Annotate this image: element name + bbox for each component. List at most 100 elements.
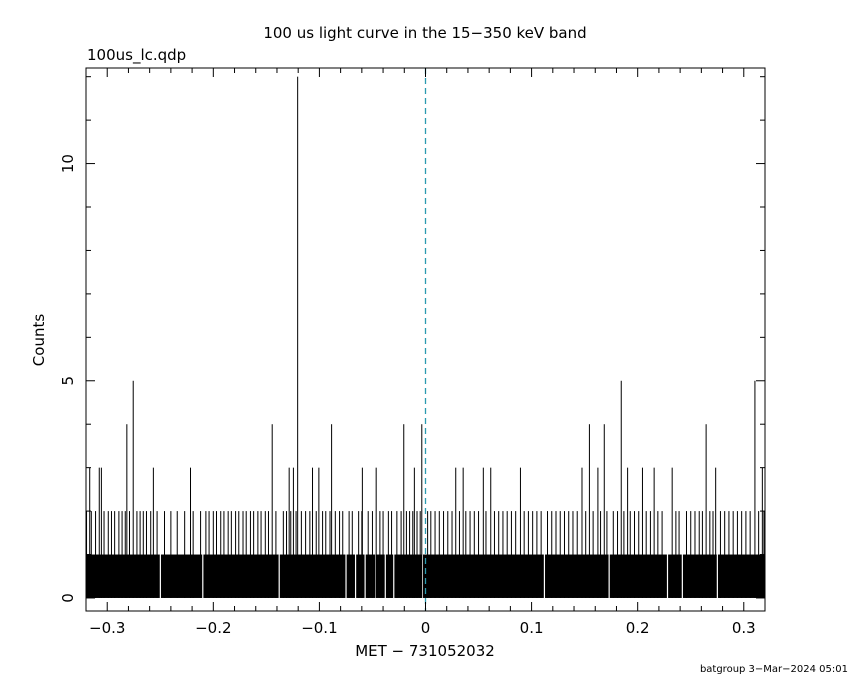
peak-bin [581,467,583,598]
peak-bin [312,467,314,598]
count-bin-2 [678,511,680,598]
count-bin-2 [540,511,542,598]
count-bin-2 [617,511,619,598]
count-bin-2 [184,511,186,598]
peak-bin [152,467,154,598]
baseline-bins [356,554,365,598]
peak-bin [705,424,707,598]
y-tick-label: 10 [59,154,77,173]
peak-bin [754,380,756,598]
count-bin-2 [249,511,251,598]
count-bin-2 [443,511,445,598]
peak-bin [403,424,405,598]
baseline-bins [394,554,422,598]
count-bin-2 [510,511,512,598]
count-bin-2 [698,511,700,598]
x-tick-label: 0.1 [520,619,544,637]
count-bin-2 [400,511,402,598]
x-axis-label: MET − 731052032 [355,642,495,660]
peak-bin [375,467,377,598]
count-bin-2 [506,511,508,598]
y-tick-label: 5 [59,376,77,386]
count-bin-2 [623,511,625,598]
count-bin-2 [724,511,726,598]
count-bin-2 [253,511,255,598]
count-bin-2 [170,511,172,598]
count-bin-2 [103,511,105,598]
x-tick-label: 0.3 [732,619,756,637]
count-bin-2 [719,511,721,598]
count-bin-2 [208,511,210,598]
count-bin-2 [749,511,751,598]
count-bin-2 [741,511,743,598]
peak-bin [89,467,91,598]
count-bin-2 [348,511,350,598]
count-bin-2 [342,511,344,598]
count-bin-2 [124,511,126,598]
baseline-bins [376,554,385,598]
count-bin-2 [576,511,578,598]
peak-bin [603,424,605,598]
count-bin-2 [405,511,407,598]
count-bin-2 [694,511,696,598]
count-bin-2 [685,511,687,598]
count-bin-2 [286,511,288,598]
x-tick-label: −0.1 [301,619,337,637]
count-bin-2 [527,511,529,598]
count-bin-2 [396,511,398,598]
count-bin-2 [118,511,120,598]
count-bin-2 [469,511,471,598]
y-axis-label: Counts [30,314,48,367]
footer-stamp: batgroup 3−Mar−2024 05:01 [700,664,848,675]
count-bin-2 [430,511,432,598]
peak-bin [271,424,273,598]
count-bin-2 [736,511,738,598]
count-bin-2 [371,511,373,598]
count-bin-2 [260,511,262,598]
count-bin-2 [661,511,663,598]
count-bin-2 [264,511,266,598]
peak-bin [421,424,423,598]
count-bin-2 [257,511,259,598]
baseline-bins [160,554,203,598]
count-bin-2 [438,511,440,598]
peak-bin [361,467,363,598]
count-bin-2 [107,511,109,598]
count-bin-2 [712,511,714,598]
count-bin-2 [238,511,240,598]
peak-bin [126,424,128,598]
count-bin-2 [139,511,141,598]
count-bin-2 [322,511,324,598]
count-bin-2 [523,511,525,598]
count-bin-2 [290,511,292,598]
count-bin-2 [638,511,640,598]
count-bin-2 [493,511,495,598]
count-bin-2 [227,511,229,598]
count-bin-2 [547,511,549,598]
peak-bin [190,467,192,598]
count-bin-2 [367,511,369,598]
count-bin-2 [128,511,130,598]
x-tick-labels: −0.3 −0.2 −0.1 0 0.1 0.2 0.3 [89,619,756,637]
count-bin-2 [592,511,594,598]
count-bin-2 [114,511,116,598]
count-bin-2 [498,511,500,598]
count-bin-2 [434,511,436,598]
baseline-bins [86,554,160,598]
count-bin-2 [412,511,414,598]
count-bin-2 [465,511,467,598]
peak-bin [671,467,673,598]
count-bin-2 [502,511,504,598]
peak-bin [318,467,320,598]
count-bin-2 [416,511,418,598]
peak-bin [482,467,484,598]
peak-bin [620,380,622,598]
count-bin-2 [145,511,147,598]
count-bin-2 [212,511,214,598]
count-bin-2 [690,511,692,598]
count-bin-2 [220,511,222,598]
count-bin-2 [267,511,269,598]
count-bin-2 [391,511,393,598]
count-bin-2 [536,511,538,598]
